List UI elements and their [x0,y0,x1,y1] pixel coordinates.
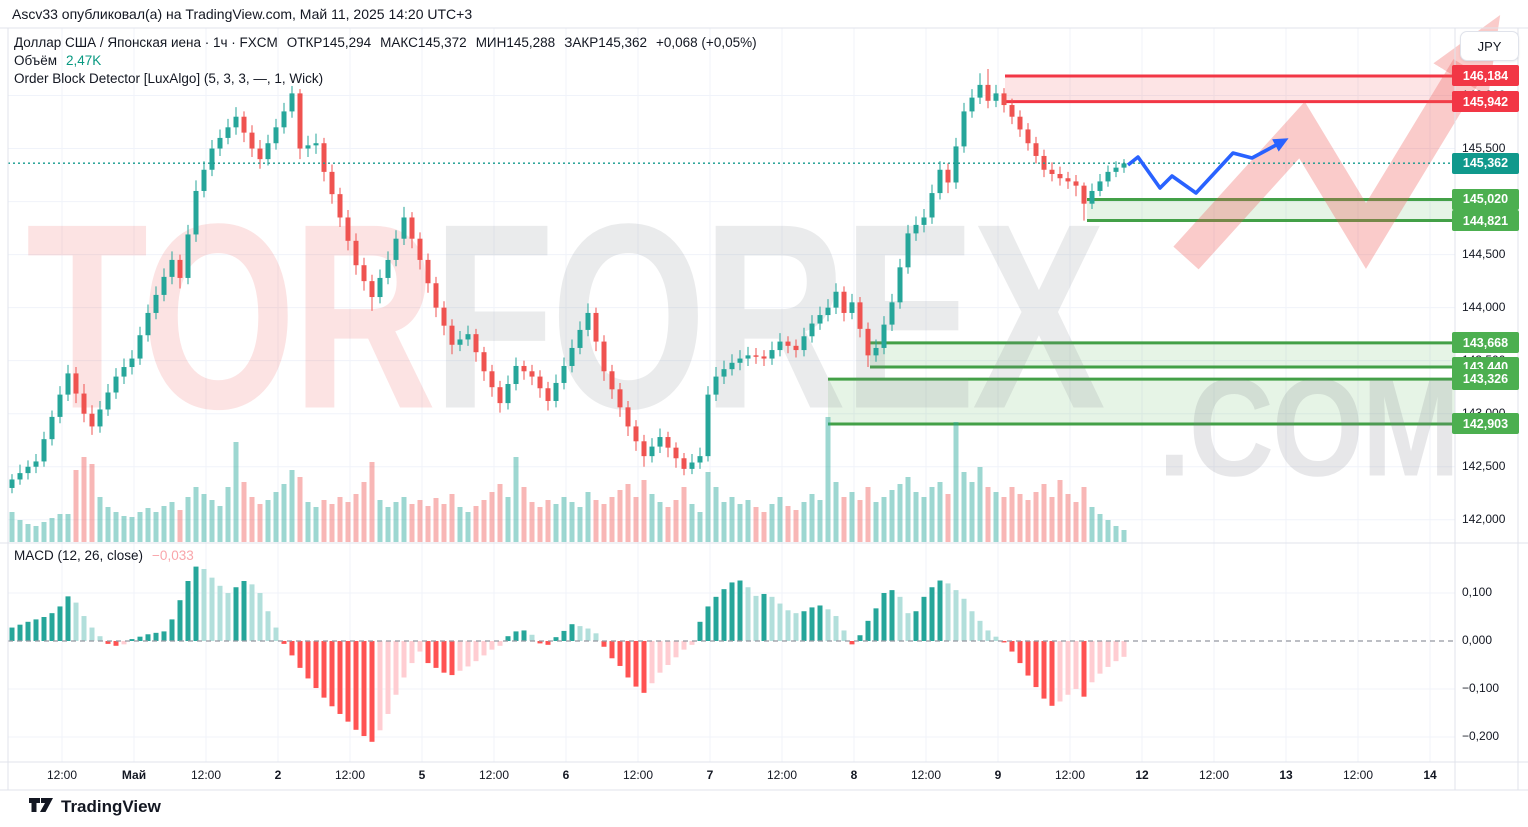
time-tick-label: 12:00 [910,768,942,782]
bearish-order-block [1005,74,1455,104]
time-tick-label: 2 [274,768,282,782]
price-tick-label: 144,000 [1462,299,1506,314]
time-tick-label: 9 [994,768,1002,782]
tradingview-logo-text: TradingView [61,797,161,816]
time-tick-label: 12:00 [190,768,222,782]
bullish-level-label: 145,020 [1452,188,1519,210]
projection-arrow[interactable] [1126,138,1289,195]
pane-separators [0,27,1528,791]
time-tick-label: 12:00 [1198,768,1230,782]
time-tick-label: 12 [1135,768,1149,782]
ohlc-low: МИН145,288 [475,35,556,50]
bullish-order-block [870,341,1455,369]
bearish-level-label: 146,184 [1452,65,1519,87]
price-tick-label: 144,500 [1462,246,1506,261]
currency-toggle-button[interactable]: JPY [1460,31,1519,61]
ohlc-change: +0,068 (+0,05%) [656,35,757,50]
time-tick-label: Май [121,768,147,782]
time-tick-label: 12:00 [766,768,798,782]
volume-series [9,417,1127,542]
macd-legend: MACD (12, 26, close) −0,033 [14,548,194,563]
chart-legend: Доллар США / Японская иена · 1ч · FXCM О… [14,34,757,87]
macd-tick-label: −0,100 [1462,681,1500,695]
macd-tick-label: 0,100 [1462,585,1493,599]
macd-title[interactable]: MACD (12, 26, close) [14,548,144,563]
price-tick-label: 142,000 [1462,511,1506,526]
time-tick-label: 14 [1423,768,1437,782]
ohlc-open: ОТКР145,294 [286,35,372,50]
ohlc-close: ЗАКР145,362 [564,35,648,50]
tradingview-logo-icon [29,798,53,812]
indicator-title[interactable]: Order Block Detector [LuxAlgo] (5, 3, 3,… [14,71,324,86]
current-price-label: 145,362 [1452,152,1519,174]
time-tick-label: 12:00 [1342,768,1374,782]
bearish-level-label: 145,942 [1452,91,1519,113]
bullish-order-block [1087,197,1455,223]
time-tick-label: 12:00 [478,768,510,782]
time-tick-label: 5 [418,768,426,782]
bullish-order-block [828,377,1455,426]
volume-value: 2,47K [66,53,102,68]
volume-label[interactable]: Объём [14,53,58,68]
time-tick-label: 12:00 [1054,768,1086,782]
price-tick-label: 145,500 [1462,140,1506,155]
bullish-level-label: 144,821 [1452,210,1519,232]
macd-histogram [9,566,1127,742]
time-tick-label: 8 [850,768,858,782]
macd-value: −0,033 [152,548,194,563]
time-tick-label: 12:00 [334,768,366,782]
time-tick-label: 6 [562,768,570,782]
publish-line: Ascv33 опубликовал(а) на TradingView.com… [12,6,473,22]
ohlc-high: МАКС145,372 [380,35,467,50]
candlestick-series [9,68,1127,494]
macd-tick-label: 0,000 [1462,633,1493,647]
symbol-title[interactable]: Доллар США / Японская иена · 1ч · FXCM [14,35,278,50]
bullish-level-label: 143,668 [1452,332,1519,354]
time-tick-label: 12:00 [46,768,78,782]
time-tick-label: 13 [1279,768,1293,782]
time-tick-label: 12:00 [622,768,654,782]
watermark-arrow [1173,15,1501,270]
price-tick-label: 142,500 [1462,458,1506,473]
order-block-zones [828,74,1455,426]
tradingview-logo[interactable]: TradingView [28,797,161,817]
macd-tick-label: −0,200 [1462,729,1500,743]
bullish-level-label: 142,903 [1452,413,1519,435]
bullish-level-label: 143,326 [1452,368,1519,390]
time-tick-label: 7 [706,768,714,782]
